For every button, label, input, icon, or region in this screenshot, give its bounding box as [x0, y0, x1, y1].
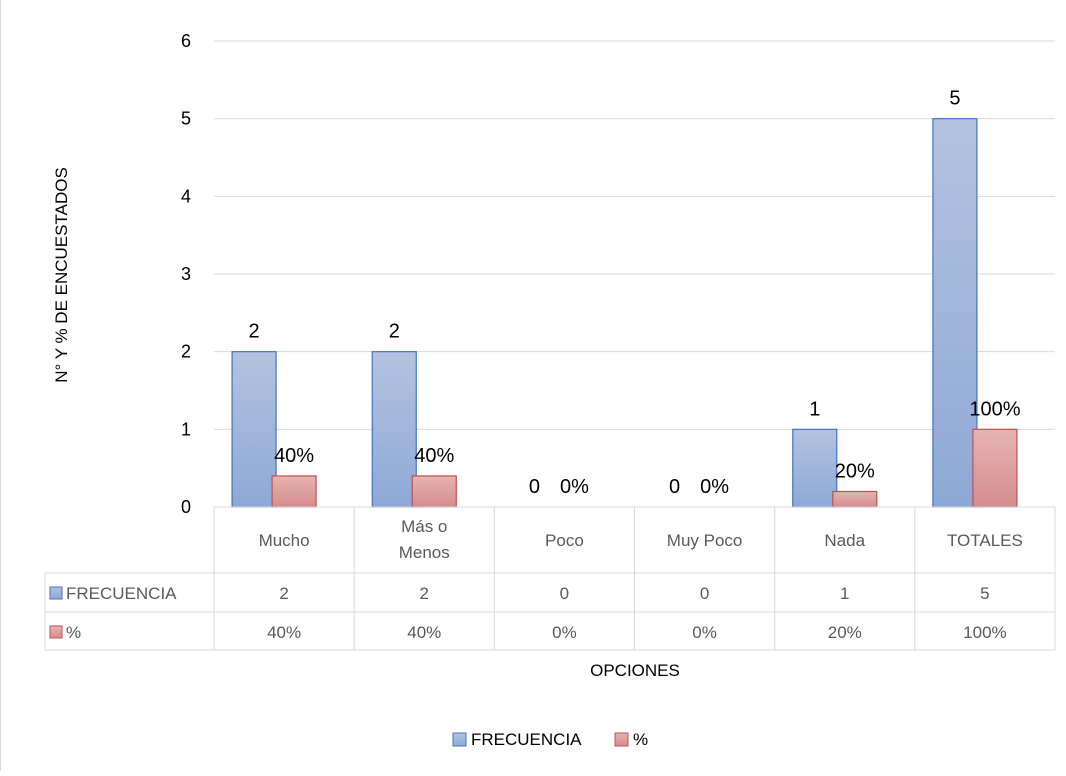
data-label: 2: [249, 321, 260, 343]
table-legend-key: [49, 625, 63, 639]
table-cell: 2: [420, 584, 429, 603]
bar-percent: [832, 490, 878, 508]
y-tick-label: 0: [181, 497, 191, 517]
category-label: TOTALES: [947, 531, 1023, 550]
bar-frecuencia: [932, 118, 978, 508]
data-label: 40%: [414, 445, 454, 467]
category-label: Nada: [824, 531, 865, 550]
legend-swatch-frecuencia: [452, 732, 467, 747]
legend-label-frecuencia: FRECUENCIA: [471, 730, 582, 749]
bar-percent: [411, 475, 457, 508]
data-label: 0: [529, 476, 540, 498]
legend-swatch-percent: [614, 732, 629, 747]
data-label: 5: [949, 88, 960, 110]
data-label: 1: [809, 398, 820, 420]
bar-frecuencia: [792, 428, 838, 508]
bar-frecuencia: [231, 351, 277, 508]
data-label: 0%: [560, 476, 589, 498]
y-axis-title: N° Y % DE ENCUESTADOS: [52, 167, 71, 383]
category-label: Muy Poco: [667, 531, 743, 550]
x-axis-title: OPCIONES: [590, 661, 680, 680]
table-cell: 40%: [267, 623, 301, 642]
data-label: 2: [389, 321, 400, 343]
table-cell: 0: [560, 584, 569, 603]
bar-percent: [271, 475, 317, 508]
legend-label-percent: %: [633, 730, 648, 749]
table-cell: 2: [279, 584, 288, 603]
category-label: Poco: [545, 531, 584, 550]
table-cell: 40%: [407, 623, 441, 642]
table-cell: 5: [980, 584, 989, 603]
y-tick-label: 2: [181, 342, 191, 362]
table-cell: 100%: [963, 623, 1006, 642]
y-tick-label: 4: [181, 186, 191, 206]
table-legend-key: [49, 586, 63, 600]
category-label: Más o Menos: [399, 517, 450, 562]
bar-percent: [972, 428, 1018, 508]
legend: FRECUENCIA %: [452, 730, 648, 749]
y-tick-label: 1: [181, 419, 191, 439]
y-tick-label: 6: [181, 31, 191, 51]
data-label: 20%: [835, 460, 875, 482]
category-label: Mucho: [259, 531, 310, 550]
table-cell: 0%: [552, 623, 577, 642]
table-cell: 20%: [828, 623, 862, 642]
bar-frecuencia: [371, 351, 417, 508]
y-tick-label: 3: [181, 264, 191, 284]
data-label: 0%: [700, 476, 729, 498]
y-tick-label: 5: [181, 109, 191, 129]
data-label: 100%: [969, 398, 1020, 420]
data-label: 0: [669, 476, 680, 498]
table-cell: 0: [700, 584, 709, 603]
table-series-name: %: [66, 623, 81, 642]
table-series-name: FRECUENCIA: [66, 584, 177, 603]
table-cell: 1: [840, 584, 849, 603]
data-label: 40%: [274, 445, 314, 467]
table-cell: 0%: [692, 623, 717, 642]
